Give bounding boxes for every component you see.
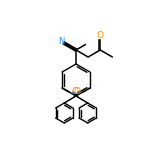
Text: O: O bbox=[97, 31, 104, 40]
Text: O: O bbox=[74, 88, 81, 97]
Text: O: O bbox=[71, 88, 78, 97]
Text: N: N bbox=[58, 38, 64, 47]
